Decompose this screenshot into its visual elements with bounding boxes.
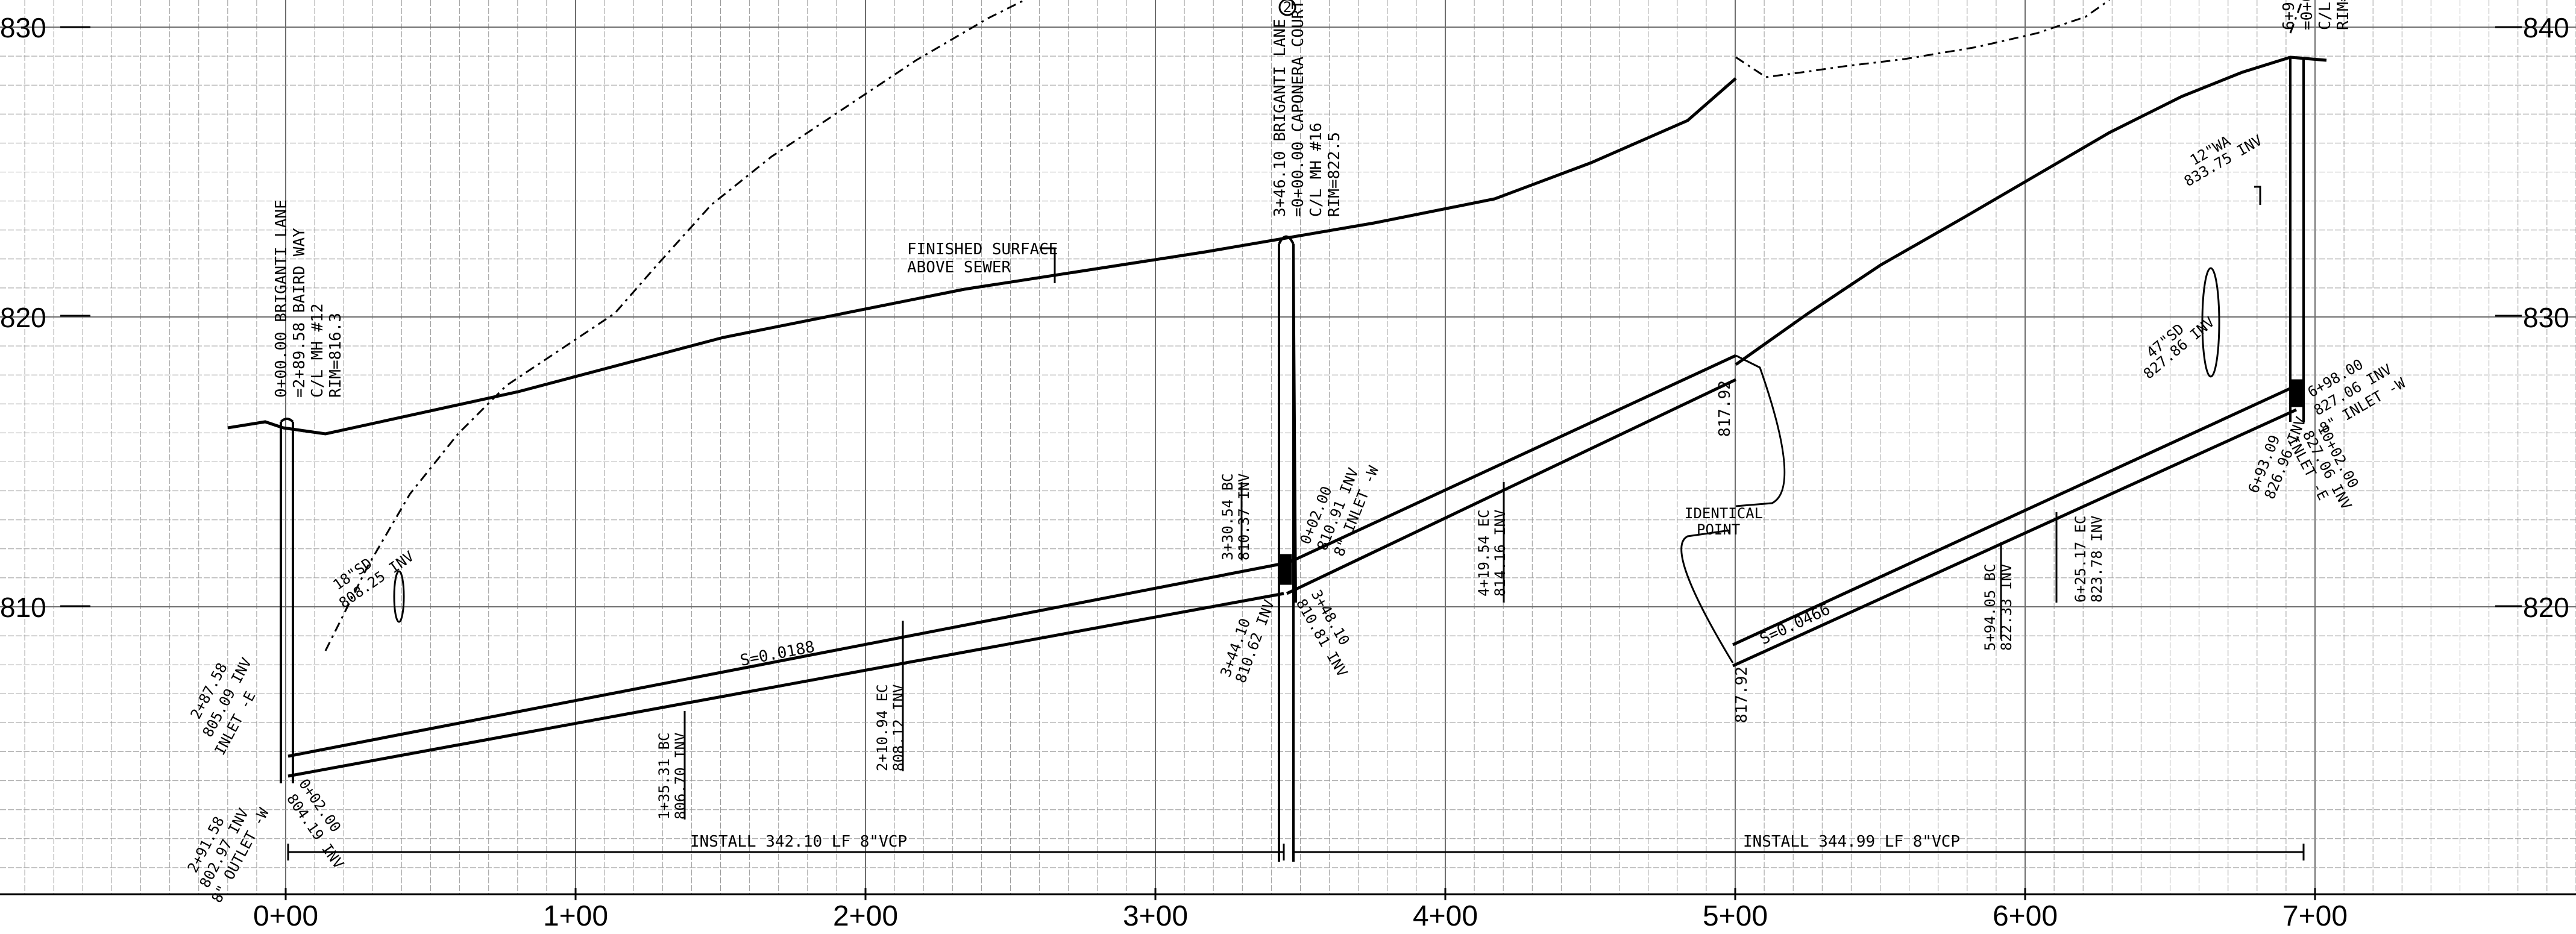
mh12-label-line4: RIM=816.3 bbox=[327, 313, 345, 398]
identical-point-line1: IDENTICAL bbox=[1685, 505, 1763, 522]
elev-left-820: 820 bbox=[0, 302, 46, 333]
identical-point-line2: POINT bbox=[1697, 521, 1740, 538]
station-5: 5+00 bbox=[1703, 900, 1768, 932]
mh12-label-line1: 0+00.00 BRIGANTI LANE bbox=[272, 199, 291, 398]
elev-left-830: 830 bbox=[0, 12, 46, 43]
elev-right-820: 820 bbox=[2523, 592, 2569, 623]
sd-47-crossing bbox=[2201, 267, 2220, 378]
install-dimension-line bbox=[287, 844, 2305, 860]
finished-surface-line bbox=[227, 77, 1737, 436]
mh-right-label-line3: C/L bbox=[2316, 2, 2334, 30]
mh16-label-line3: C/L MH #16 bbox=[1307, 122, 1325, 217]
manhole-12 bbox=[280, 418, 294, 783]
point-a-elevation: 817.92 bbox=[1716, 380, 1734, 437]
elevation-labels-right: 840 830 820 bbox=[2495, 12, 2569, 623]
install-label-2: INSTALL 344.99 LF 8"VCP bbox=[1743, 833, 1960, 851]
station-7: 7+00 bbox=[2282, 900, 2348, 932]
pipe-run-1-top bbox=[287, 562, 1284, 758]
ec-6-25-line1: 6+25.17 EC bbox=[2072, 516, 2089, 603]
sd-18-crossing bbox=[393, 570, 405, 623]
bc-1-35-line2: 806.70 INV bbox=[672, 733, 689, 820]
existing-ground-line-right bbox=[1735, 0, 2110, 78]
mh12-label-line2: =2+89.58 BAIRD WAY bbox=[291, 228, 309, 398]
mh16-label-line2: =0+00.00 CAPONERA COURT bbox=[1289, 0, 1307, 217]
pipe-run-2-top bbox=[1286, 354, 1737, 565]
station-0: 0+00 bbox=[253, 900, 318, 932]
install-label-1: INSTALL 342.10 LF 8"VCP bbox=[690, 833, 907, 851]
profile-grid bbox=[0, 0, 2576, 900]
pipe-run-1-bottom bbox=[287, 592, 1284, 778]
pipe-run-2-bottom bbox=[1286, 378, 1737, 595]
mh-right-label-line1: 6+9 bbox=[2280, 2, 2298, 30]
existing-ground-line bbox=[324, 0, 1025, 651]
elev-right-830: 830 bbox=[2523, 302, 2569, 333]
finished-surface-label-line1: FINISHED SURFACE bbox=[907, 240, 1058, 259]
bc-3-30-line1: 3+30.54 BC bbox=[1219, 474, 1236, 561]
ec-6-25-line2: 823.78 INV bbox=[2088, 516, 2105, 603]
elev-left-810: 810 bbox=[0, 592, 46, 623]
manhole-16-invert-block bbox=[1279, 554, 1292, 585]
ec-2-10-line2: 808.12 INV bbox=[890, 685, 907, 772]
finished-surface-label-line2: ABOVE SEWER bbox=[907, 259, 1011, 277]
mh16-circled-marker bbox=[1278, 0, 1296, 16]
mh-right-label-line4: RIM= bbox=[2334, 0, 2352, 30]
ec-4-19-line2: 814.16 INV bbox=[1492, 510, 1509, 597]
bc-3-30-line2: 810.37 INV bbox=[1236, 474, 1252, 561]
station-4: 4+00 bbox=[1413, 900, 1478, 932]
station-3: 3+00 bbox=[1123, 900, 1188, 932]
ec-4-19-line1: 4+19.54 EC bbox=[1475, 510, 1492, 597]
elevation-labels-left: 830 820 810 bbox=[0, 12, 90, 623]
manhole-top-right-invert-block bbox=[2290, 379, 2303, 407]
mh16-label-line1: 3+46.10 BRIGANTI LANE bbox=[1271, 19, 1289, 217]
mh-right-label-line2: =0+0 bbox=[2298, 0, 2316, 30]
station-1: 1+00 bbox=[543, 900, 608, 932]
point-b-elevation: 817.92 bbox=[1733, 666, 1751, 723]
mh12-label-line3: C/L MH #12 bbox=[309, 303, 327, 398]
bc-5-94-line1: 5+94.05 BC bbox=[1982, 564, 1999, 651]
ec-2-10-line1: 2+10.94 EC bbox=[874, 685, 891, 772]
manhole-16 bbox=[1278, 235, 1297, 862]
station-labels: 0+00 1+00 2+00 3+00 4+00 5+00 6+00 7+00 bbox=[253, 900, 2348, 932]
station-2: 2+00 bbox=[833, 900, 898, 932]
leader-finished-surface bbox=[1040, 247, 1056, 283]
pipe-run-3-bottom bbox=[1732, 408, 2298, 668]
elev-right-840: 840 bbox=[2523, 12, 2569, 43]
manhole-top-right bbox=[2289, 57, 2305, 422]
station-6: 6+00 bbox=[1993, 900, 2058, 932]
finished-surface-line-right bbox=[1735, 55, 2327, 366]
leader-12-wa bbox=[2254, 186, 2261, 205]
bc-1-35-line1: 1+35.31 BC bbox=[656, 733, 673, 820]
mh16-circled-number: 2 bbox=[1283, 0, 1292, 16]
bc-5-94-line2: 822.33 INV bbox=[1998, 564, 2015, 651]
existing-ground-line-right-2 bbox=[2289, 0, 2304, 34]
mh16-label-line4: RIM=822.5 bbox=[1325, 132, 1343, 217]
pipe-run-3-top bbox=[1732, 384, 2298, 647]
leader-identical-point bbox=[1680, 354, 1786, 663]
